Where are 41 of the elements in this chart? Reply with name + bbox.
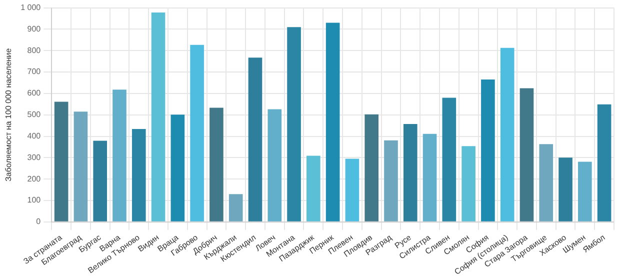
bar xyxy=(210,108,224,222)
bar xyxy=(558,158,572,222)
bar xyxy=(539,144,554,222)
bar xyxy=(345,158,360,222)
y-tick-label: 700 xyxy=(27,67,42,76)
bar xyxy=(403,124,418,222)
bar xyxy=(326,22,340,222)
bar xyxy=(190,44,204,222)
y-tick-label: 1 000 xyxy=(20,3,42,12)
bar xyxy=(306,156,320,222)
y-axis-title: Заболяемост на 100 000 население xyxy=(4,48,14,182)
y-tick-label: 900 xyxy=(27,24,42,34)
bar xyxy=(54,102,68,222)
bar xyxy=(384,140,398,222)
bar xyxy=(500,48,514,222)
bar xyxy=(170,114,185,222)
bar xyxy=(132,128,146,222)
bar xyxy=(93,140,108,222)
y-tick-label: 800 xyxy=(27,46,42,55)
bar xyxy=(442,98,456,222)
y-tick-label: 500 xyxy=(27,110,42,120)
bar xyxy=(287,27,301,222)
y-tick-label: 200 xyxy=(27,174,42,184)
bar xyxy=(112,90,126,222)
y-tick-label: 300 xyxy=(27,152,42,162)
bar xyxy=(462,146,476,222)
y-tick-label: 0 xyxy=(36,217,42,226)
bar xyxy=(520,88,534,222)
bar xyxy=(364,114,379,222)
bar xyxy=(268,109,282,222)
y-tick-label: 600 xyxy=(27,88,42,98)
bar xyxy=(578,162,592,222)
bar xyxy=(248,58,262,222)
bar xyxy=(481,80,495,222)
y-tick-label: 100 xyxy=(27,196,42,205)
bar xyxy=(597,104,612,222)
y-tick-label: 400 xyxy=(27,131,42,140)
bar xyxy=(151,12,166,222)
bar xyxy=(228,194,243,222)
bar xyxy=(422,134,437,222)
bar xyxy=(74,112,88,222)
